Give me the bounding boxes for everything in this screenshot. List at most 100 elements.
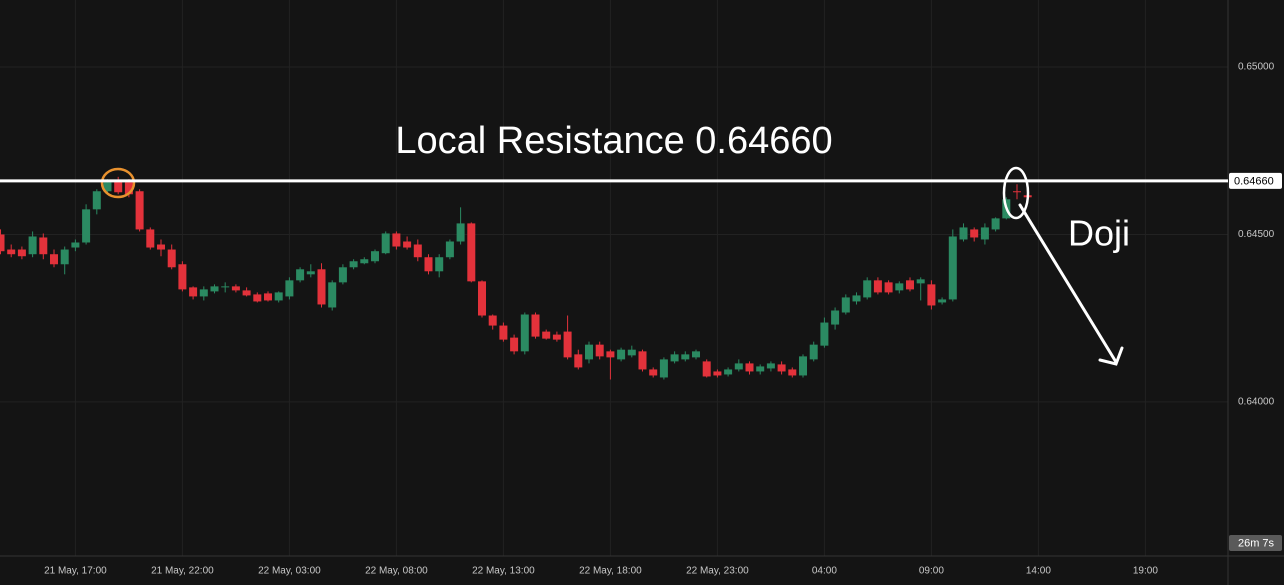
candle-body <box>745 363 754 372</box>
candle-body <box>980 227 989 240</box>
x-tick-label: 22 May, 03:00 <box>258 566 321 577</box>
candle-body <box>328 282 337 308</box>
y-tick-label: 0.64000 <box>1238 397 1275 408</box>
candle-body <box>520 314 529 352</box>
x-tick-label: 22 May, 23:00 <box>686 566 749 577</box>
candle-body <box>681 354 690 360</box>
candle-body <box>103 182 112 192</box>
candle-body <box>167 249 176 268</box>
candle-body <box>221 286 230 288</box>
candle-body <box>841 297 850 313</box>
candle-body <box>253 294 262 302</box>
candle-body <box>831 310 840 325</box>
candle-body <box>28 236 37 255</box>
arrow-shaft <box>1018 203 1118 364</box>
candle-body <box>1013 191 1021 193</box>
candle-body <box>627 349 636 356</box>
x-tick-label: 14:00 <box>1026 566 1051 577</box>
x-tick-label: 09:00 <box>919 566 944 577</box>
candle-body <box>242 290 251 296</box>
candle-body <box>178 264 187 290</box>
resistance-label-box <box>1229 172 1282 189</box>
candle-body <box>360 259 369 264</box>
candle-body <box>0 234 5 252</box>
candle-body <box>552 334 561 340</box>
candle-body <box>788 369 797 376</box>
candle-body <box>510 337 519 352</box>
candle-body <box>264 293 272 301</box>
doji-ellipse <box>1002 166 1030 220</box>
candle-body <box>809 344 818 360</box>
candle-body <box>959 227 968 240</box>
x-tick-label: 21 May, 17:00 <box>44 566 107 577</box>
candle-body <box>799 356 807 376</box>
candle-body <box>82 209 91 243</box>
candle-body <box>777 364 786 372</box>
arrow <box>1018 203 1124 366</box>
candle-body <box>210 286 219 292</box>
candle-body <box>274 292 283 301</box>
candle-body <box>445 241 454 258</box>
candle-body <box>756 366 765 372</box>
candle-body <box>435 257 444 272</box>
y-tick-label: 0.65000 <box>1238 62 1275 73</box>
candle-body <box>766 363 775 369</box>
arrow-head <box>1098 346 1124 366</box>
candle-body <box>670 354 679 362</box>
candle-body <box>702 361 711 377</box>
candle-body <box>135 191 144 230</box>
candle-body <box>692 351 700 358</box>
candle-body <box>595 344 604 357</box>
candle-body <box>349 261 358 268</box>
candle-body <box>713 371 722 376</box>
y-tick-label: 0.64500 <box>1238 229 1275 240</box>
candle-body <box>606 351 615 358</box>
x-tick-label: 19:00 <box>1133 566 1158 577</box>
candle-body <box>189 287 198 297</box>
candle-body <box>456 223 465 242</box>
candle-body <box>306 271 315 275</box>
candle-body <box>649 369 658 376</box>
x-tick-label: 21 May, 22:00 <box>151 566 214 577</box>
candle-body <box>585 344 593 360</box>
x-tick-label: 22 May, 08:00 <box>365 566 428 577</box>
candle-body <box>92 191 101 210</box>
x-tick-label: 22 May, 13:00 <box>472 566 535 577</box>
candle-body <box>574 354 583 368</box>
x-tick-label: 22 May, 18:00 <box>579 566 642 577</box>
axes: 21 May, 17:00 21 May, 22:00 22 May, 03:00 2… <box>44 62 1275 577</box>
candle-body <box>392 233 401 247</box>
candle-body <box>231 286 240 291</box>
candle-body <box>467 223 476 282</box>
candle-body <box>199 289 208 297</box>
candle-body <box>906 280 914 290</box>
candle-body <box>371 251 379 262</box>
candle-body <box>17 249 26 257</box>
countdown: 26m 7s <box>1238 537 1275 549</box>
candle-body <box>820 322 829 346</box>
candle-body <box>7 249 16 255</box>
candle-body <box>499 325 508 340</box>
candle-body <box>296 269 305 281</box>
candle-body <box>381 233 390 254</box>
candle-body <box>124 182 133 195</box>
candle-body <box>724 369 733 375</box>
candle-body <box>146 229 155 248</box>
candle-body <box>638 351 647 370</box>
candle-body <box>563 331 572 358</box>
candle-body <box>659 359 668 378</box>
candle-body <box>317 269 326 305</box>
candle-body <box>884 282 893 293</box>
candle-body <box>413 244 422 258</box>
candle-body <box>863 280 872 298</box>
annotation-doji: Doji <box>1068 213 1130 254</box>
countdown-box <box>1229 535 1282 551</box>
candle-body <box>285 280 294 297</box>
candle-body <box>617 349 626 360</box>
highlight-circle <box>100 167 136 199</box>
candle-body <box>991 218 1000 230</box>
candle-body <box>895 283 904 291</box>
candle-body <box>927 284 936 306</box>
candle-body <box>403 241 412 248</box>
